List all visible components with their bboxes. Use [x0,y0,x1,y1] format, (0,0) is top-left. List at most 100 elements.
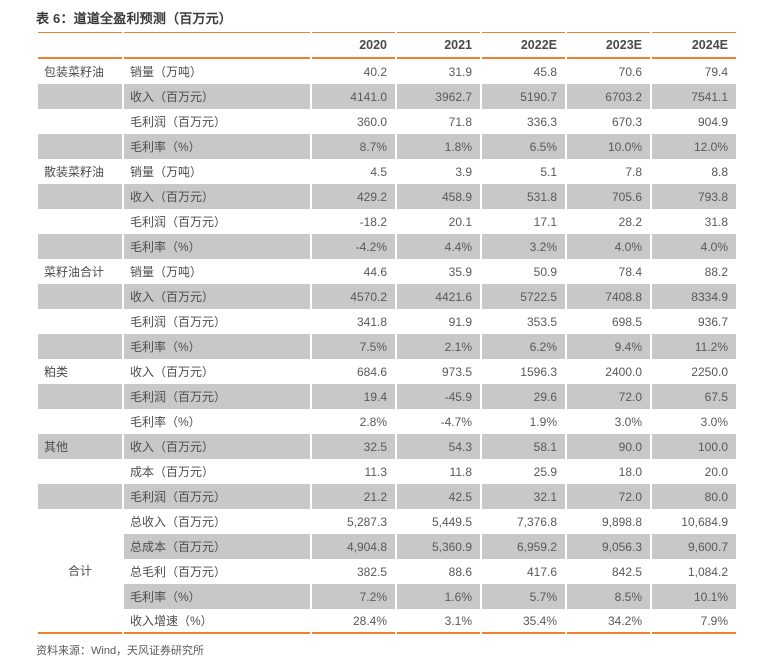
value-cell: 72.0 [567,384,650,409]
value-cell: 19.4 [312,384,395,409]
group-spacer [38,284,122,309]
value-cell: 28.4% [312,609,395,634]
header-row: 2020 2021 2022E 2023E 2024E [38,32,736,59]
value-cell: 50.9 [533,264,557,279]
metric-label: 总成本（百万元） [124,534,310,559]
value-cell: 705.6 [567,184,650,209]
table-row: 毛利率（%） 2.8% -4.7% 1.9% 3.0% 3.0% [38,409,736,434]
value-cell: 5722.5 [482,284,565,309]
value-cell: 9,056.3 [567,534,650,559]
header-spacer [38,32,122,59]
value-cell: 70.6 [618,64,642,79]
metric-label: 销量（万吨） [130,65,203,79]
group-spacer [38,84,122,109]
value-cell: 45.8 [533,64,557,79]
value-cell: 5.1 [540,164,557,179]
value-cell: 3.2% [482,234,565,259]
value-cell: 3.1% [397,609,480,634]
value-cell: 88.2 [704,264,728,279]
value-cell: 6.5% [482,134,565,159]
metric-label: 成本（百万元） [130,465,215,479]
value-cell: 8334.9 [652,284,736,309]
value-cell: 8.5% [567,584,650,609]
metric-label: 销量（万吨） [130,165,203,179]
value-cell: 341.8 [356,314,387,329]
metric-label: 总收入（百万元） [130,515,227,529]
value-cell: 698.5 [611,314,642,329]
value-cell: 11.8 [449,464,472,479]
value-cell: 6703.2 [567,84,650,109]
value-cell: 42.5 [397,484,480,509]
value-cell: 4.4% [397,234,480,259]
metric-label: 收入（百万元） [124,84,310,109]
value-cell: 12.0% [652,134,736,159]
value-cell: -18.2 [359,214,387,229]
value-cell: 973.5 [441,364,472,379]
value-cell: 9,898.8 [601,514,642,529]
table-row: 收入增速（%） 28.4% 3.1% 35.4% 34.2% 7.9% [38,609,736,634]
value-cell: 4.0% [567,234,650,259]
value-cell: 31.8 [704,214,728,229]
table-row: 散装菜籽油 销量（万吨） 4.5 3.9 5.1 7.8 8.8 [38,159,736,184]
value-cell: 32.1 [482,484,565,509]
metric-label: 收入（百万元） [130,365,215,379]
value-cell: 842.5 [611,564,642,579]
group-spacer [38,134,122,159]
header-year: 2023E [567,32,650,59]
metric-label: 毛利润（百万元） [124,484,310,509]
value-cell: 360.0 [356,114,387,129]
value-cell: 35.4% [482,609,565,634]
metric-label: 毛利润（百万元） [130,315,227,329]
metric-label: 收入（百万元） [124,284,310,309]
value-cell: 382.5 [356,564,387,579]
value-cell: 6.2% [482,334,565,359]
value-cell: 2400.0 [605,364,642,379]
value-cell: 10,684.9 [681,514,728,529]
table-row: 毛利润（百万元） 360.0 71.8 336.3 670.3 904.9 [38,109,736,134]
value-cell: 4570.2 [312,284,395,309]
value-cell: 20.1 [448,214,472,229]
metric-label: 毛利率（%） [124,234,310,259]
value-cell: 54.3 [397,434,480,459]
table-row: 合计 总收入（百万元） 5,287.3 5,449.5 7,376.8 9,898.8 10… [38,509,736,634]
value-cell: 40.2 [363,64,387,79]
value-cell: -4.7% [440,414,472,429]
value-cell: 10.0% [567,134,650,159]
value-cell: 35.9 [448,264,472,279]
group-spacer [38,484,122,509]
table-body: 包装菜籽油 销量（万吨） 40.2 31.9 45.8 70.6 79.4 收入（百万元） 41… [38,59,736,634]
value-cell: 2250.0 [691,364,728,379]
value-cell: 670.3 [611,114,642,129]
value-cell: 3.9 [455,164,472,179]
value-cell: 72.0 [567,484,650,509]
value-cell: 32.5 [312,434,395,459]
metric-label: 收入增速（%） [124,609,310,634]
value-cell: 31.9 [448,64,472,79]
table-row: 毛利率（%） 8.7% 1.8% 6.5% 10.0% 12.0% [38,134,736,159]
metric-label: 毛利率（%） [124,134,310,159]
value-cell: 6,959.2 [482,534,565,559]
group-spacer [38,384,122,409]
value-cell: 353.5 [526,314,557,329]
value-cell: 5,287.3 [346,514,387,529]
metric-label: 毛利率（%） [130,415,201,429]
profit-forecast-table: 2020 2021 2022E 2023E 2024E 包装菜籽油 销量（万吨） 40.2 3… [36,32,738,634]
value-cell: 1.9% [529,414,557,429]
table-row: 其他 收入（百万元） 32.5 54.3 58.1 90.0 100.0 [38,434,736,459]
table-row: 毛利润（百万元） 19.4 -45.9 29.6 72.0 67.5 [38,384,736,409]
value-cell: 10.1% [652,584,736,609]
value-cell: 5190.7 [482,84,565,109]
table-row: 收入（百万元） 4570.2 4421.6 5722.5 7408.8 8334.9 [38,284,736,309]
group-spacer [38,334,122,359]
metric-label: 毛利率（%） [124,334,310,359]
value-cell: 531.8 [482,184,565,209]
header-year: 2024E [652,32,736,59]
table-row: 总成本（百万元） 4,904.8 5,360.9 6,959.2 9,056.3 9,60… [38,534,736,559]
header-spacer [124,32,310,59]
value-cell: -45.9 [397,384,480,409]
value-cell: 904.9 [697,114,728,129]
table-title: 表 6：道道全盈利预测（百万元） [36,11,233,26]
value-cell: 3.0% [614,414,642,429]
value-cell: 5.7% [482,584,565,609]
value-cell: 8.8 [711,164,728,179]
